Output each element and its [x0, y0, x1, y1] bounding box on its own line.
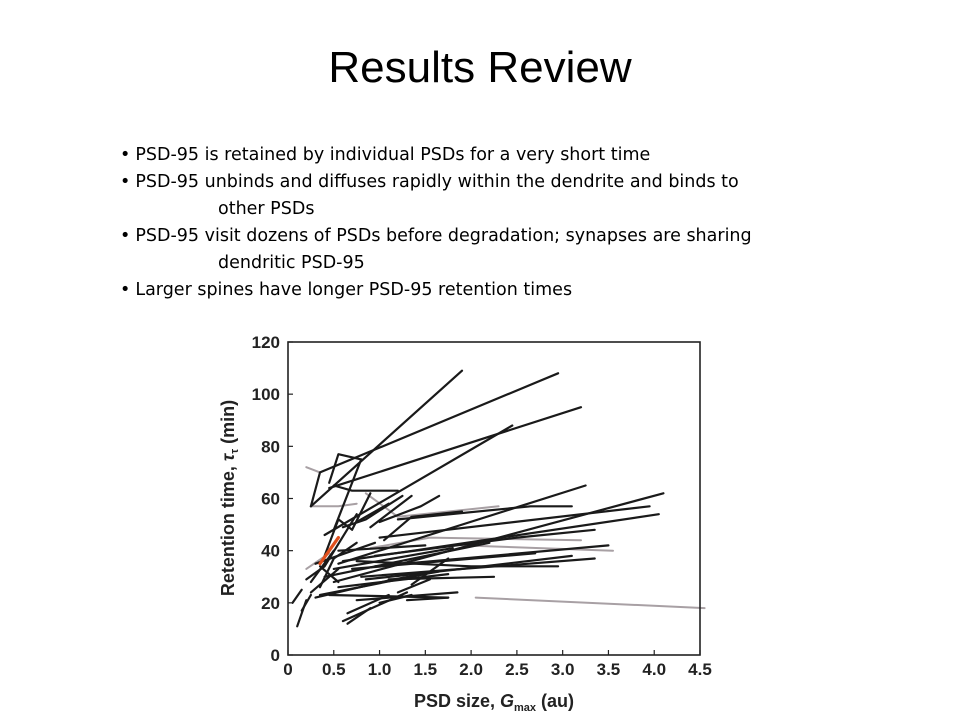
x-tick-label: 1.0 [368, 660, 392, 679]
series-line [360, 557, 596, 578]
series-line [337, 544, 427, 552]
x-tick-label: 0.5 [322, 660, 346, 679]
y-axis-label-prefix: Retention time, [218, 461, 238, 596]
bullet-text-continued: dendritic PSD-95 [218, 253, 365, 273]
x-axis-label-prefix: PSD size, [414, 691, 500, 711]
bullet-dot: • [120, 226, 131, 246]
x-tick-label: 3.5 [597, 660, 621, 679]
bullet-text: PSD-95 is retained by individual PSDs fo… [135, 145, 651, 165]
bullet-item: • Larger spines have longer PSD-95 retent… [120, 277, 840, 304]
y-axis-label-suffix: (min) [218, 400, 238, 449]
grey-series-line [305, 466, 321, 474]
highlight-series-line [318, 536, 340, 566]
grey-series-line [309, 502, 358, 508]
x-tick-label: 4.5 [688, 660, 712, 679]
series-line [300, 593, 313, 612]
bullet-item: • PSD-95 unbinds and diffuses rapidly wit… [120, 169, 840, 223]
series-line [332, 458, 363, 531]
grey-series-line [364, 492, 500, 518]
series-line [396, 505, 573, 521]
bullet-dot: • [120, 145, 131, 165]
series-line [309, 372, 560, 508]
x-tick-label: 1.5 [414, 660, 438, 679]
bullet-dot: • [120, 280, 131, 300]
x-tick-label: 0 [283, 660, 292, 679]
series-line [323, 541, 491, 578]
bullet-text-continued: other PSDs [218, 199, 315, 219]
slide-title: Results Review [328, 43, 632, 92]
series-line [328, 406, 583, 490]
series-line [332, 484, 399, 492]
series-line [346, 607, 372, 625]
axis-ticks: 0 0.5 1.0 1.5 2.0 2.5 3.0 3.5 4.0 4.5 0 20 40 60 80 100… [252, 333, 712, 679]
grey-series-line [474, 596, 706, 610]
series-line [323, 492, 372, 557]
series-line [309, 549, 335, 584]
series-line [314, 570, 441, 599]
series-line [309, 369, 464, 508]
x-axis-label-suffix: (au) [536, 691, 574, 711]
grey-series-line [369, 536, 582, 550]
plot-frame [287, 341, 701, 656]
series-line [405, 596, 450, 602]
y-tick-label: 40 [261, 542, 280, 561]
series-line [337, 573, 450, 589]
y-tick-label: 20 [261, 594, 280, 613]
x-axis-label-sub: max [514, 702, 537, 714]
bullet-text: PSD-95 visit dozens of PSDs before degra… [135, 226, 752, 246]
y-tick-label: 0 [271, 646, 280, 665]
y-tick-label: 80 [261, 437, 280, 456]
series-line [337, 484, 587, 565]
series-line [396, 578, 431, 594]
series-line [369, 494, 413, 529]
series-lines [291, 369, 706, 628]
x-tick-label: 2.5 [505, 660, 529, 679]
y-tick-label: 100 [252, 385, 280, 404]
series-line [318, 565, 340, 584]
bullet-list: • PSD-95 is retained by individual PSDs f… [120, 142, 840, 304]
series-line [378, 494, 441, 524]
series-line [355, 502, 390, 524]
series-line [378, 593, 413, 604]
y-tick-label: 120 [252, 333, 280, 352]
x-axis-label-var: G [500, 691, 514, 711]
series-line [305, 513, 358, 581]
series-line [332, 547, 454, 570]
y-tick-label: 60 [261, 490, 280, 509]
series-line [410, 557, 450, 586]
series-line [341, 591, 409, 623]
retention-chart: 0 0.5 1.0 1.5 2.0 2.5 3.0 3.5 4.0 4.5 0 20 40 60 80 100… [218, 333, 712, 714]
series-line [314, 541, 377, 565]
x-tick-label: 2.0 [459, 660, 483, 679]
x-axis-label: PSD size, Gmax (au) [414, 691, 574, 714]
series-line [328, 593, 450, 599]
series-line [309, 567, 340, 594]
bullet-text: Larger spines have longer PSD-95 retenti… [135, 280, 573, 300]
bullet-text: PSD-95 unbinds and diffuses rapidly with… [135, 172, 739, 192]
y-axis-label-var: τ [218, 452, 238, 461]
series-line [378, 505, 651, 539]
y-axis-label: Retention time, ττ (min) [218, 400, 241, 596]
x-tick-label: 3.0 [551, 660, 575, 679]
series-line [346, 593, 390, 615]
y-axis-label-sub: τ [229, 449, 241, 454]
series-line [328, 453, 363, 484]
x-tick-label: 4.0 [642, 660, 666, 679]
bullet-dot: • [120, 172, 131, 192]
series-line [291, 588, 303, 604]
grey-series-line [461, 544, 614, 552]
series-line [373, 528, 596, 557]
bullet-item: • PSD-95 is retained by individual PSDs f… [120, 142, 840, 169]
bullet-item: • PSD-95 visit dozens of PSDs before degr… [120, 223, 840, 277]
series-line [383, 510, 464, 542]
